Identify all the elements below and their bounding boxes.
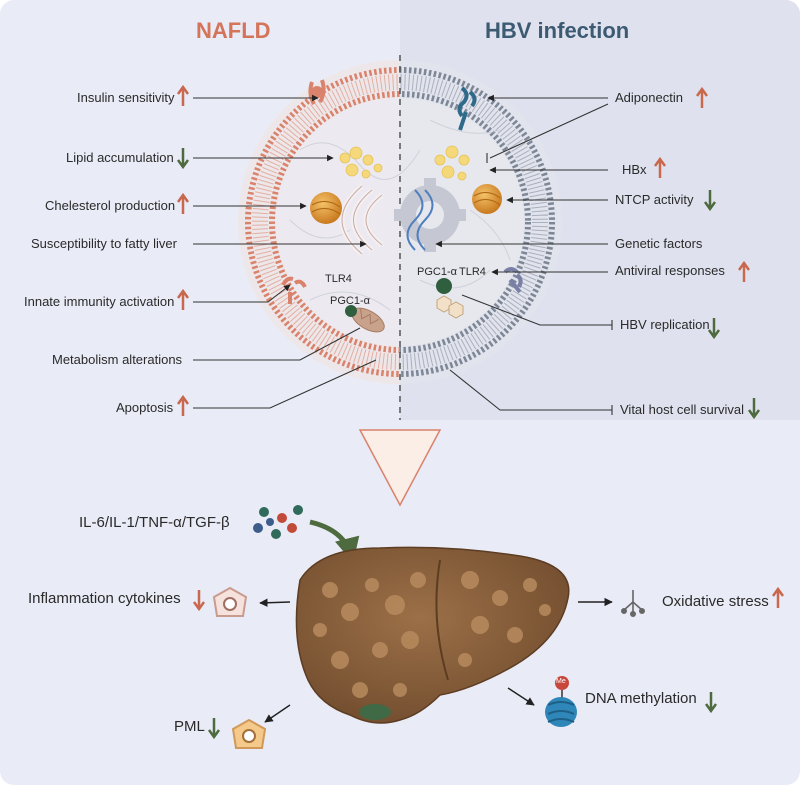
label-pgc1-right: PGC1-α xyxy=(417,266,457,278)
virus-capsid-icon xyxy=(436,295,464,319)
label-insulin-sensitivity: Insulin sensitivity xyxy=(77,90,175,105)
label-antiviral-responses: Antiviral responses xyxy=(615,263,725,278)
label-apoptosis: Apoptosis xyxy=(116,400,174,415)
label-pml: PML xyxy=(174,718,205,735)
label-genetic-factors: Genetic factors xyxy=(615,236,703,251)
label-innate-immunity: Innate immunity activation xyxy=(24,294,175,309)
label-cytokines-list: IL-6/IL-1/TNF-α/TGF-β xyxy=(79,514,230,531)
gear-icon xyxy=(394,178,466,252)
label-pgc1-left: PGC1-α xyxy=(330,295,370,307)
nafld-title: NAFLD xyxy=(196,18,271,43)
funnel-triangle xyxy=(358,429,442,507)
pgc1-dot-right xyxy=(436,278,452,294)
label-tlr4-left: TLR4 xyxy=(325,273,352,285)
left-connectors xyxy=(193,94,377,409)
orange-organelle-right-icon xyxy=(472,184,502,214)
pml-pentagon-icon xyxy=(231,718,267,749)
oxidative-stress-icon xyxy=(620,590,645,617)
arrow-indicators xyxy=(176,84,785,740)
bottom-connectors xyxy=(259,597,613,723)
dna-methylation-icon xyxy=(545,676,577,727)
label-inflammation-cytokines: Inflammation cytokines xyxy=(28,590,181,607)
insulin-receptor-icon xyxy=(308,79,326,106)
label-cholesterol-production: Chelesterol production xyxy=(45,198,176,213)
right-connectors xyxy=(435,94,613,415)
cytokine-dots-icon xyxy=(253,505,303,539)
label-hbv-replication: HBV replication xyxy=(620,317,710,332)
label-metabolism-alterations: Metabolism alterations xyxy=(52,352,183,367)
label-ntcp-activity: NTCP activity xyxy=(615,192,694,207)
label-susceptibility-fatty-liver: Susceptibility to fatty liver xyxy=(31,236,177,251)
tlr4-receptor-left-icon xyxy=(281,276,307,304)
label-dna-methylation: DNA methylation xyxy=(585,690,697,707)
label-vital-host-cell-survival: Vital host cell survival xyxy=(620,402,745,417)
lipid-droplets-icon xyxy=(339,145,470,181)
label-lipid-accumulation: Lipid accumulation xyxy=(66,150,174,165)
adiponectin-receptor-icon xyxy=(457,86,477,131)
pgc1-dot-left xyxy=(345,305,357,317)
liver-icon xyxy=(295,546,570,724)
label-oxidative-stress: Oxidative stress xyxy=(662,593,769,610)
cytokine-pentagon-icon xyxy=(212,586,248,617)
tlr4-receptor-right-icon xyxy=(503,267,523,294)
hbv-title: HBV infection xyxy=(485,18,630,43)
me-badge-text: Me xyxy=(556,678,566,685)
label-tlr4-right: TLR4 xyxy=(459,266,486,278)
label-hbx: HBx xyxy=(622,162,647,177)
label-adiponectin: Adiponectin xyxy=(615,90,683,105)
orange-organelle-left-icon xyxy=(310,192,342,224)
